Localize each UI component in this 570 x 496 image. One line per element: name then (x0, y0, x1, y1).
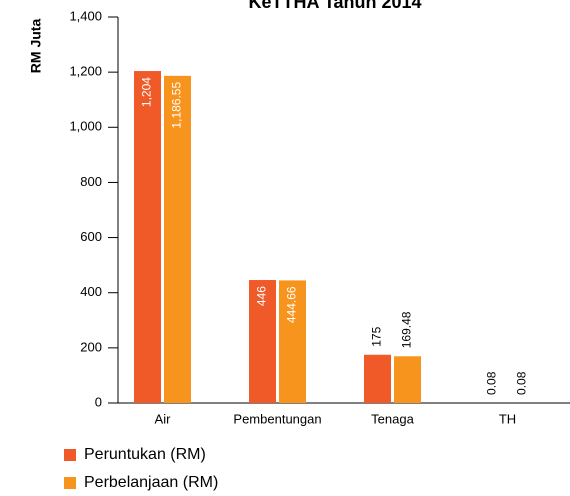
x-tick-label: Air (155, 411, 172, 426)
bar (134, 71, 161, 403)
bar (249, 280, 276, 403)
y-tick-label: 600 (80, 229, 102, 244)
y-tick-label: 400 (80, 284, 102, 299)
bar (364, 354, 391, 403)
bar (164, 75, 191, 404)
value-label: 446 (255, 286, 269, 306)
bar (394, 356, 421, 403)
y-tick-label: 200 (80, 339, 102, 354)
legend-label: Perbelanjaan (RM) (84, 474, 218, 491)
y-tick-label: 1,200 (69, 64, 102, 79)
legend-swatch (64, 477, 76, 489)
value-label: 175 (370, 326, 384, 346)
y-tick-label: 1,400 (69, 8, 102, 23)
value-label: 0.08 (515, 371, 529, 395)
x-tick-label: Tenaga (371, 411, 414, 426)
bar (279, 280, 306, 403)
y-axis-label: RM Juta (28, 19, 44, 74)
chart-title: KeTTHA Tahun 2014 (248, 0, 421, 12)
legend-swatch (64, 449, 76, 461)
legend-label: Peruntukan (RM) (84, 446, 206, 463)
value-label: 1,186.55 (170, 82, 184, 129)
value-label: 0.08 (485, 371, 499, 395)
value-label: 1,204 (140, 77, 154, 107)
x-tick-label: Pembentungan (233, 411, 321, 426)
value-label: 169.48 (400, 311, 414, 348)
y-tick-label: 0 (95, 394, 102, 409)
x-tick-label: TH (499, 411, 516, 426)
y-tick-label: 800 (80, 174, 102, 189)
y-tick-label: 1,000 (69, 119, 102, 134)
value-label: 444.66 (285, 286, 299, 323)
